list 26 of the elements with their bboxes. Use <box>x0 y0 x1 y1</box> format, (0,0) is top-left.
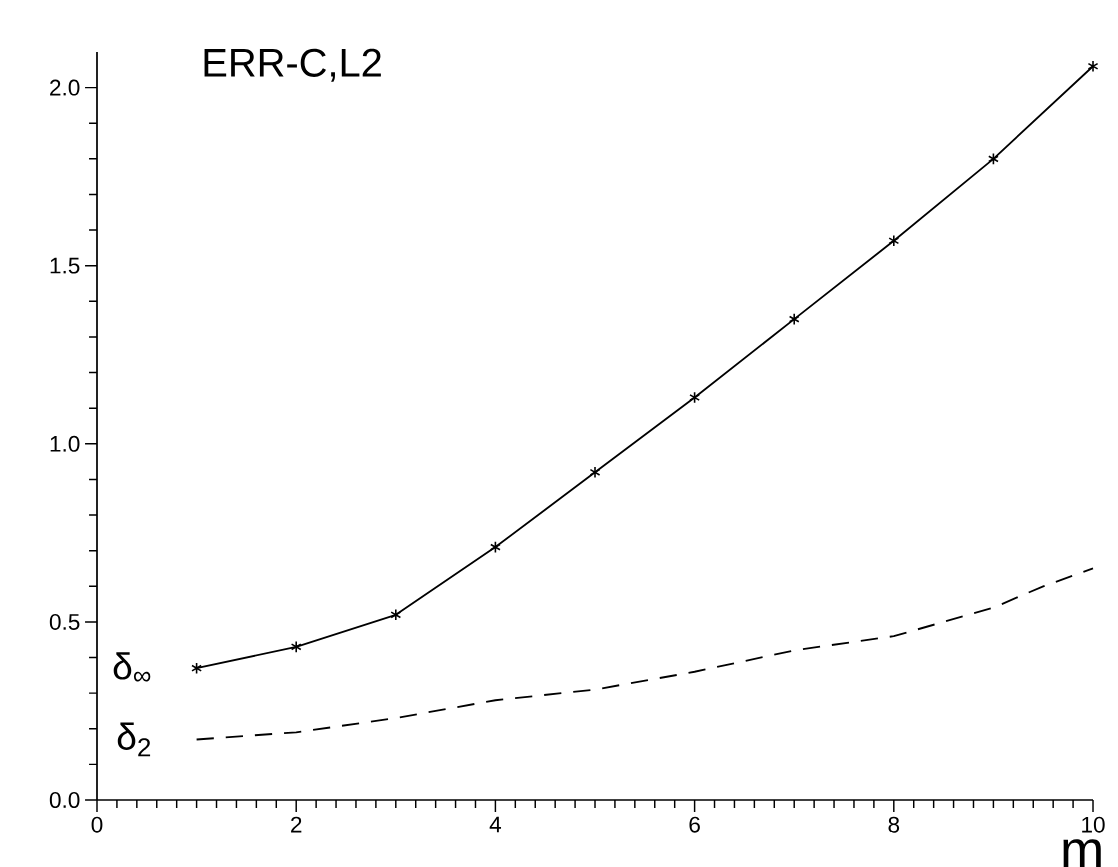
x-tick-label: 2 <box>291 816 302 833</box>
x-tick-label: 8 <box>888 816 900 833</box>
y-tick-label: 0.5 <box>49 613 80 630</box>
x-tick-label: 4 <box>489 816 502 833</box>
y-tick-label: 1.5 <box>50 257 80 274</box>
point <box>788 313 800 326</box>
point <box>988 152 999 165</box>
point <box>1087 60 1099 73</box>
series-label: δ$_{∞}$ <box>113 652 151 682</box>
y-tick-label: 2.0 <box>50 79 80 96</box>
point <box>490 540 501 554</box>
point <box>390 608 402 621</box>
y-tick-label: 0.0 <box>49 792 80 808</box>
y-tick-label: 1.0 <box>50 435 80 452</box>
x-tick-label: 0 <box>91 816 103 833</box>
x-tick-label: 10 <box>1082 816 1105 833</box>
point <box>888 234 900 247</box>
series-label: δ$_{2}$ <box>117 722 151 757</box>
line-series <box>195 567 1094 741</box>
chart-title: ERR-C,L2 <box>204 48 381 82</box>
point <box>290 640 302 653</box>
point <box>689 391 701 404</box>
point <box>191 662 202 675</box>
point <box>589 466 601 479</box>
x-axis-title: m <box>1063 839 1101 867</box>
x-tick-label: 6 <box>689 816 700 833</box>
